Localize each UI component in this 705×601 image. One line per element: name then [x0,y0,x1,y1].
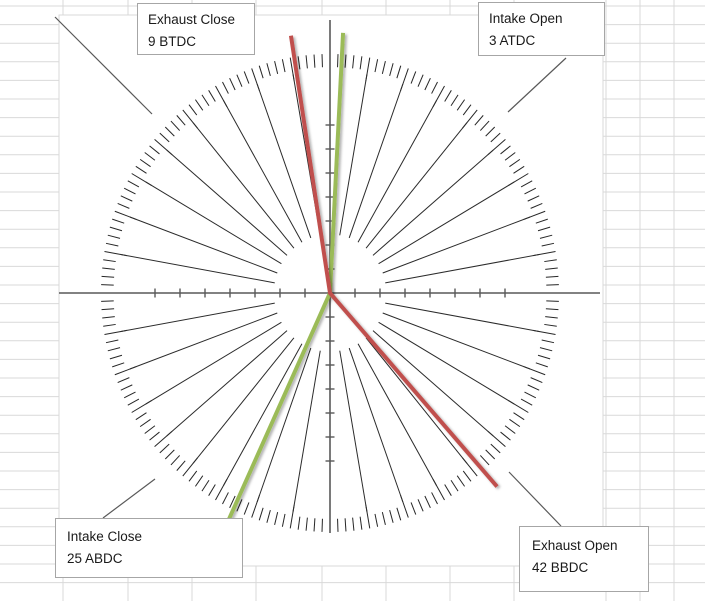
callout-value: 42 BBDC [532,559,589,575]
callout-value: 3 ATDC [489,32,536,48]
exhaust-valve-line [288,35,499,488]
callout-intake-close[interactable]: Intake Close 25 ABDC [55,518,243,578]
callout-title: Intake Close [67,529,143,544]
degree-spokes [120,74,540,512]
callout-title: Exhaust Close [148,12,236,27]
callout-value: 9 BTDC [148,33,197,49]
callout-intake-open[interactable]: Intake Open 3 ATDC [478,2,605,56]
callout-value: 25 ABDC [67,550,123,566]
callout-title: Intake Open [489,11,563,26]
callout-exhaust-open[interactable]: Exhaust Open 42 BBDC [519,526,649,592]
callout-title: Exhaust Open [532,538,618,553]
callout-exhaust-close[interactable]: Exhaust Close 9 BTDC [137,3,255,55]
callout-leader-lines [54,16,567,527]
